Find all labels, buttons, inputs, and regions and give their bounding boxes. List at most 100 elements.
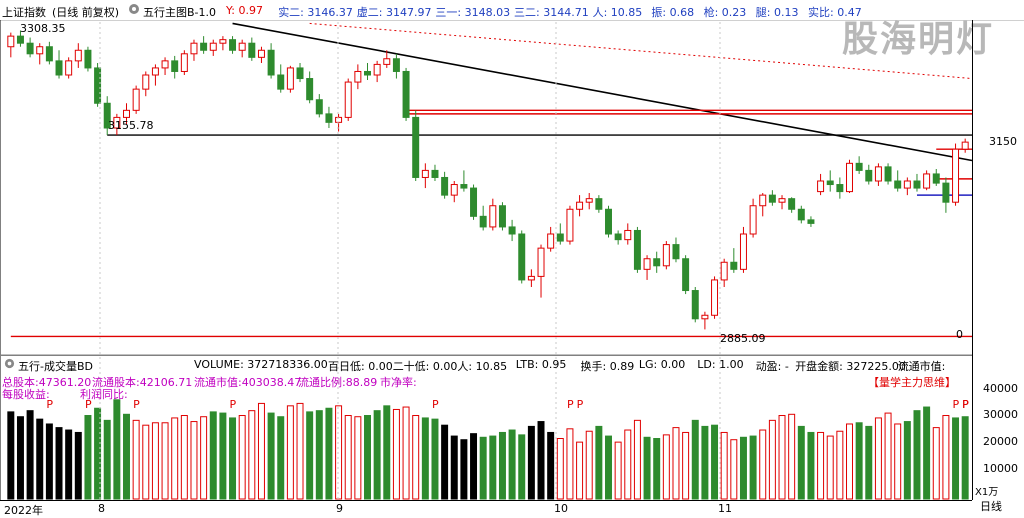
candle-body [238, 42, 246, 51]
candle-body [614, 233, 622, 241]
candle-body [556, 233, 564, 242]
watermark: 股海明灯 [841, 19, 994, 60]
candle-body [788, 198, 796, 210]
candle-body [942, 182, 950, 203]
candle-body [595, 198, 603, 210]
volume-bar [932, 427, 940, 500]
volume-bar [16, 416, 24, 500]
indicator-value-4: 三二: 3144.71 [514, 6, 589, 19]
candle-body [55, 60, 63, 76]
candle-body [913, 180, 921, 189]
date-label-9: 9 [336, 502, 343, 515]
volume-bar [537, 421, 545, 500]
volume-bar [412, 415, 420, 500]
volume-bar [836, 430, 844, 500]
candle-body [132, 88, 140, 111]
candle-body [739, 233, 747, 270]
volume-bar [74, 431, 82, 500]
candle-body [865, 169, 873, 182]
indicator-value-8: 腿: 0.13 [755, 6, 799, 19]
volume-bar [788, 413, 796, 500]
volume-bar [450, 435, 458, 500]
index-name[interactable]: 上证指数 [2, 6, 46, 19]
volume-bar [123, 413, 130, 500]
volume-gear-icon[interactable] [4, 358, 15, 372]
period-switch[interactable]: 日线 [980, 500, 1002, 513]
volume-bar [855, 422, 863, 500]
candle-body [402, 70, 410, 118]
candle-body [45, 46, 53, 62]
candle-body [383, 58, 391, 65]
volume-bar [884, 412, 892, 500]
volume-bar [277, 416, 285, 500]
volume-bar [248, 410, 256, 500]
date-label-2022: 2022年 [4, 504, 43, 517]
candle-body [711, 279, 719, 316]
candle-body [633, 229, 641, 270]
volume-bar [267, 412, 275, 500]
volume-stat-2: 二十低: 0.00 [392, 360, 458, 373]
candle-body [682, 258, 690, 292]
marker-p: P [577, 398, 584, 411]
period-label[interactable]: (日线 前复权) [52, 6, 120, 19]
candle-body [547, 233, 555, 249]
marker-p: P [85, 398, 92, 411]
date-axis: 2022年 8 9 10 11 [0, 500, 972, 518]
candle-body [643, 258, 651, 270]
volume-indicator-name[interactable]: 五行-成交量BD [18, 360, 93, 373]
volume-bar [576, 441, 584, 500]
volume-bars [7, 399, 969, 500]
volume-bar [479, 436, 487, 500]
candle-body [701, 314, 709, 320]
candle-body [894, 180, 902, 189]
volume-bar [180, 415, 188, 500]
indicator-name[interactable]: 五行主图B-1.0 [143, 6, 217, 19]
volume-bar [171, 417, 179, 500]
volume-bar [865, 425, 873, 500]
volume-bar [605, 435, 612, 500]
volume-bar [817, 431, 825, 500]
indicator-gear-icon[interactable] [128, 3, 140, 18]
candle-body [441, 176, 449, 196]
marker-p: P [962, 398, 969, 411]
candle-body [720, 261, 728, 281]
candle-body [65, 60, 73, 76]
indicator-value-2: 虚二: 3147.97 [356, 6, 432, 19]
volume-bar [961, 416, 969, 500]
marker-p: P [230, 398, 237, 411]
candle-body [113, 116, 121, 129]
candle-body [817, 180, 825, 193]
volume-bar [441, 424, 449, 500]
volume-bar [547, 431, 555, 500]
candle-body [142, 74, 150, 90]
candle-body [826, 180, 834, 186]
candle-body [16, 35, 24, 44]
candle-body [479, 215, 487, 228]
volume-stat-0: VOLUME: 372718336.00 [194, 358, 328, 371]
volume-bar [325, 407, 333, 500]
indicator-value-9: 实比: 0.47 [808, 6, 862, 19]
volume-bar [421, 417, 429, 500]
candle-body [498, 205, 506, 228]
volume-bar [942, 415, 950, 500]
volume-bar [952, 417, 960, 500]
volume-stat-9: 开盘金额: 327225.00 [795, 360, 906, 373]
marker-p: P [133, 398, 140, 411]
volume-bar [662, 434, 670, 500]
marker-p: P [953, 398, 960, 411]
candle-body [605, 208, 612, 235]
promo-label[interactable]: 【量学主力思维】 [868, 376, 956, 389]
fundamentals-row: 总股本:47361.20 流通股本:42106.71 流通市值:403038.4… [0, 374, 972, 404]
candle-body [807, 219, 815, 224]
right-price-axis[interactable] [972, 20, 1024, 500]
volume-bar [45, 423, 53, 500]
volume-bar [306, 411, 314, 500]
volume-bar [103, 419, 111, 500]
volume-bar [527, 425, 535, 500]
volume-bar [344, 415, 352, 500]
vol-tick-40000: 40000 [983, 382, 1018, 395]
y-tick-0: 0 [956, 328, 963, 341]
candle-body [730, 261, 738, 270]
candle-body [84, 49, 92, 69]
